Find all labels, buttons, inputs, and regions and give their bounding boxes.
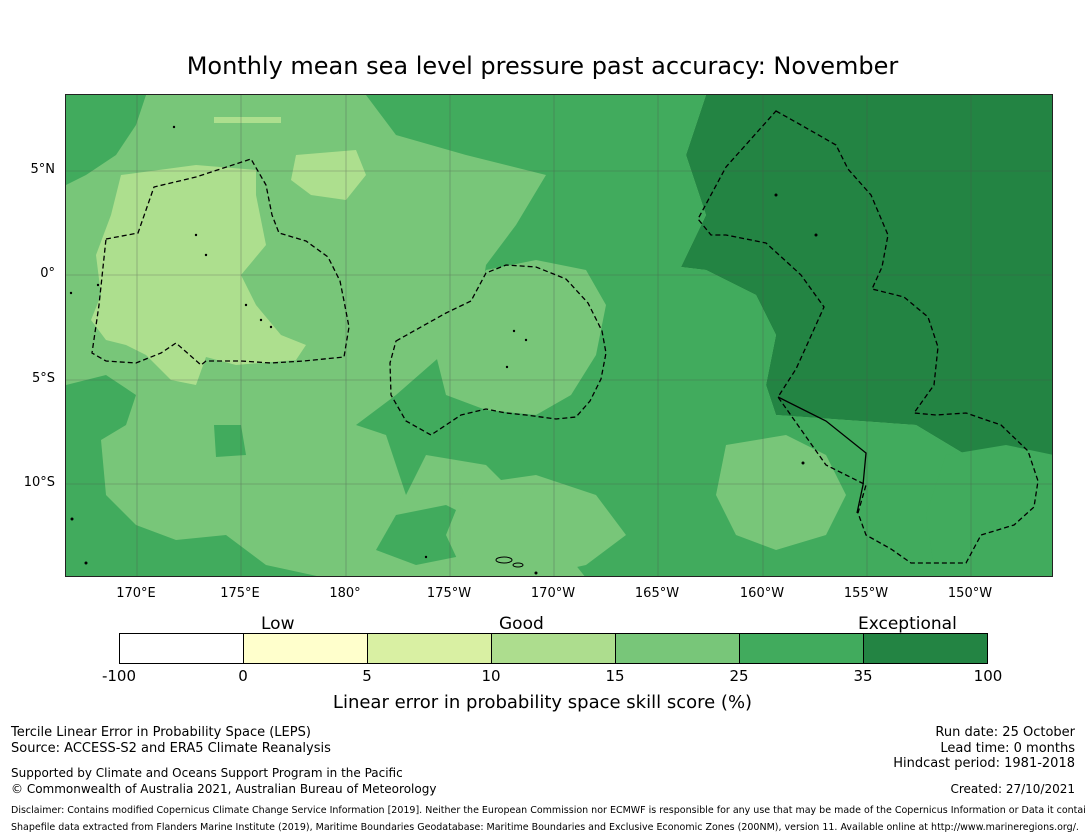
legend-category-exceptional: Exceptional [858,614,957,634]
eez-kiribati-gilbert [91,158,350,366]
lat-label-0: 0° [40,266,55,281]
region-mid-central [436,260,606,415]
colorbar-segment-6 [740,634,864,663]
disclaimer-line-2: Shapefile data extracted from Flanders M… [11,822,1079,833]
region-green-patch2 [214,425,246,457]
info-hindcast: Hindcast period: 1981-2018 [893,756,1075,771]
region-light-strip [214,117,281,123]
region-green-sw1 [66,375,317,576]
info-copyright: © Commonwealth of Australia 2021, Austra… [11,782,437,796]
colorbar-tick-label: 35 [853,667,873,685]
lon-label-175e: 175°E [220,586,260,601]
lon-label-165w: 165°W [634,586,680,601]
lon-label-155w: 155°W [843,586,889,601]
colorbar-tick-label: 0 [238,667,248,685]
eez-tokelau-phoenix [389,264,607,436]
colorbar-segment-7 [864,634,987,663]
colorbar-segment-1 [120,634,244,663]
info-lead-time: Lead time: 0 months [940,741,1075,756]
gridlines [66,95,1052,576]
colorbar-tick-label: 25 [729,667,749,685]
lat-label-5s: 5°S [31,371,55,386]
region-mid-se [926,445,1052,576]
colorbar-tick-label: -100 [101,667,137,685]
lat-label-10s: 10°S [23,475,55,490]
lon-label-170e: 170°E [116,586,156,601]
legend-category-low: Low [261,614,295,634]
info-created: Created: 27/10/2021 [950,782,1075,796]
info-source: Source: ACCESS-S2 and ERA5 Climate Reana… [11,741,331,756]
lon-label-150w: 150°W [947,586,993,601]
colorbar-tick-label: 15 [605,667,625,685]
lon-label-170w: 170°W [530,586,576,601]
samoa-island [495,556,513,564]
colorbar-segment-5 [616,634,740,663]
info-run-date: Run date: 25 October [935,725,1075,740]
legend-category-good: Good [499,614,544,634]
region-dark-east [681,95,1052,576]
region-mid-south [446,475,626,576]
lon-label-175w: 175°W [426,586,472,601]
colorbar-segment-3 [368,634,492,663]
info-method: Tercile Linear Error in Probability Spac… [11,725,311,740]
colorbar-tick-label: 100 [973,667,1003,685]
disclaimer-line-1: Disclaimer: Contains modified Copernicus… [11,805,1085,816]
islands [69,125,818,575]
colorbar-segment-4 [492,634,616,663]
region-green-sw2 [66,95,146,185]
colorbar-tick-label: 10 [481,667,501,685]
region-green-central [356,95,1026,576]
colorbar-title: Linear error in probability space skill … [332,692,753,713]
lon-label-180: 180° [329,586,361,601]
colorbar-tick-label: 5 [362,667,372,685]
samoa-island2 [512,562,524,568]
lat-label-5n: 5°N [30,162,56,177]
region-mid-sw [716,435,846,550]
skill-map [65,94,1053,577]
eez-solid-segment [777,396,867,514]
info-support: Supported by Climate and Oceans Support … [11,766,403,780]
eez-boundaries [91,110,1039,564]
map-canvas [66,95,1052,576]
region-light-north [291,150,366,200]
colorbar [119,633,988,664]
colorbar-segment-2 [244,634,368,663]
lon-label-160w: 160°W [739,586,785,601]
chart-title: Monthly mean sea level pressure past acc… [186,52,899,80]
